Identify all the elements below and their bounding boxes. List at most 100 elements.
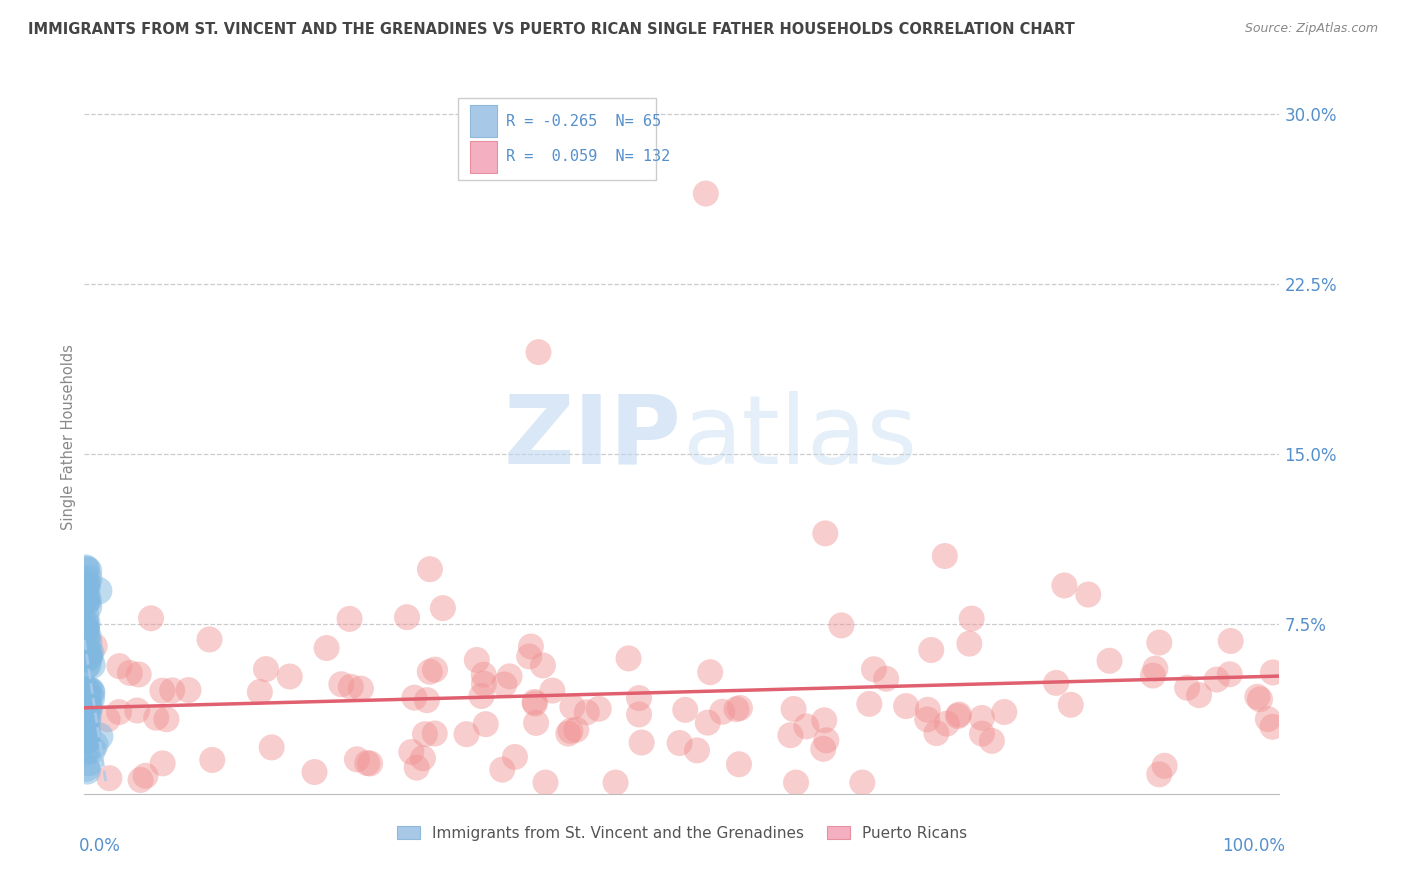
Point <box>75 620 97 634</box>
Point <box>588 702 610 716</box>
Point <box>75 745 97 759</box>
Point <box>1053 578 1076 592</box>
Point <box>970 711 993 725</box>
Point <box>73 651 96 665</box>
Point <box>152 756 174 771</box>
Point <box>75 722 97 736</box>
Point <box>915 713 938 727</box>
Point <box>517 649 540 664</box>
Point <box>75 731 97 746</box>
Point <box>75 643 97 657</box>
Point <box>79 646 101 660</box>
Point <box>1144 662 1167 676</box>
Point <box>98 771 121 785</box>
Point <box>405 761 427 775</box>
Point <box>77 643 100 657</box>
Point <box>456 727 478 741</box>
Point <box>155 712 177 726</box>
Point <box>254 662 277 676</box>
Point <box>527 345 550 359</box>
Point <box>80 686 103 700</box>
Point <box>75 580 97 594</box>
Point <box>696 715 718 730</box>
Point <box>76 764 98 778</box>
Point <box>76 685 98 699</box>
Point <box>76 657 98 672</box>
Point <box>129 772 152 787</box>
Point <box>75 623 97 637</box>
Point <box>491 763 513 777</box>
Point <box>494 677 516 691</box>
Point <box>1246 690 1268 704</box>
Point <box>472 676 495 690</box>
Point <box>1261 720 1284 734</box>
Point <box>465 653 488 667</box>
Point <box>561 700 583 714</box>
Point <box>80 691 103 706</box>
Point <box>77 699 100 714</box>
Point <box>73 651 96 665</box>
Point <box>75 563 97 577</box>
Point <box>695 186 717 201</box>
Point <box>77 636 100 650</box>
Point <box>77 564 100 578</box>
Point <box>97 712 120 726</box>
Point <box>957 637 980 651</box>
Point <box>139 611 162 625</box>
Point <box>423 726 446 740</box>
Point <box>346 752 368 766</box>
Point <box>108 659 131 673</box>
Point <box>419 562 441 576</box>
Point <box>699 665 721 680</box>
Point <box>813 713 835 727</box>
Point <box>350 681 373 696</box>
Point <box>76 595 98 609</box>
Point <box>474 717 496 731</box>
Point <box>1098 654 1121 668</box>
Point <box>76 616 98 631</box>
Point <box>524 697 547 711</box>
Point <box>118 665 141 680</box>
Point <box>541 683 564 698</box>
Point <box>523 695 546 709</box>
Legend: Immigrants from St. Vincent and the Grenadines, Puerto Ricans: Immigrants from St. Vincent and the Gren… <box>391 820 973 847</box>
Point <box>75 561 97 575</box>
Point <box>75 691 97 706</box>
Point <box>1261 665 1284 680</box>
Point <box>686 743 709 757</box>
Point <box>201 753 224 767</box>
FancyBboxPatch shape <box>471 105 496 137</box>
Point <box>340 680 363 694</box>
Point <box>1257 712 1279 726</box>
Point <box>412 751 434 765</box>
Point <box>77 572 100 586</box>
Point <box>1149 767 1171 781</box>
Point <box>1142 668 1164 682</box>
Point <box>785 775 807 789</box>
Point <box>1077 588 1099 602</box>
Point <box>77 650 100 665</box>
Point <box>565 723 588 737</box>
Point <box>77 599 100 614</box>
Point <box>76 715 98 730</box>
Point <box>77 592 100 607</box>
Text: IMMIGRANTS FROM ST. VINCENT AND THE GRENADINES VS PUERTO RICAN SINGLE FATHER HOU: IMMIGRANTS FROM ST. VINCENT AND THE GREN… <box>28 22 1074 37</box>
Point <box>330 677 353 691</box>
Point <box>419 665 441 679</box>
Point <box>1060 698 1083 712</box>
Point <box>356 756 378 770</box>
Point <box>75 733 97 747</box>
Point <box>304 765 326 780</box>
Text: atlas: atlas <box>682 391 917 483</box>
Point <box>401 745 423 759</box>
Point <box>75 694 97 708</box>
Point <box>993 705 1015 719</box>
Point <box>617 651 640 665</box>
Point <box>82 742 104 756</box>
Point <box>813 741 835 756</box>
Point <box>77 705 100 719</box>
Point <box>75 623 97 637</box>
Point <box>359 756 381 771</box>
Point <box>160 683 183 698</box>
FancyBboxPatch shape <box>471 141 496 173</box>
